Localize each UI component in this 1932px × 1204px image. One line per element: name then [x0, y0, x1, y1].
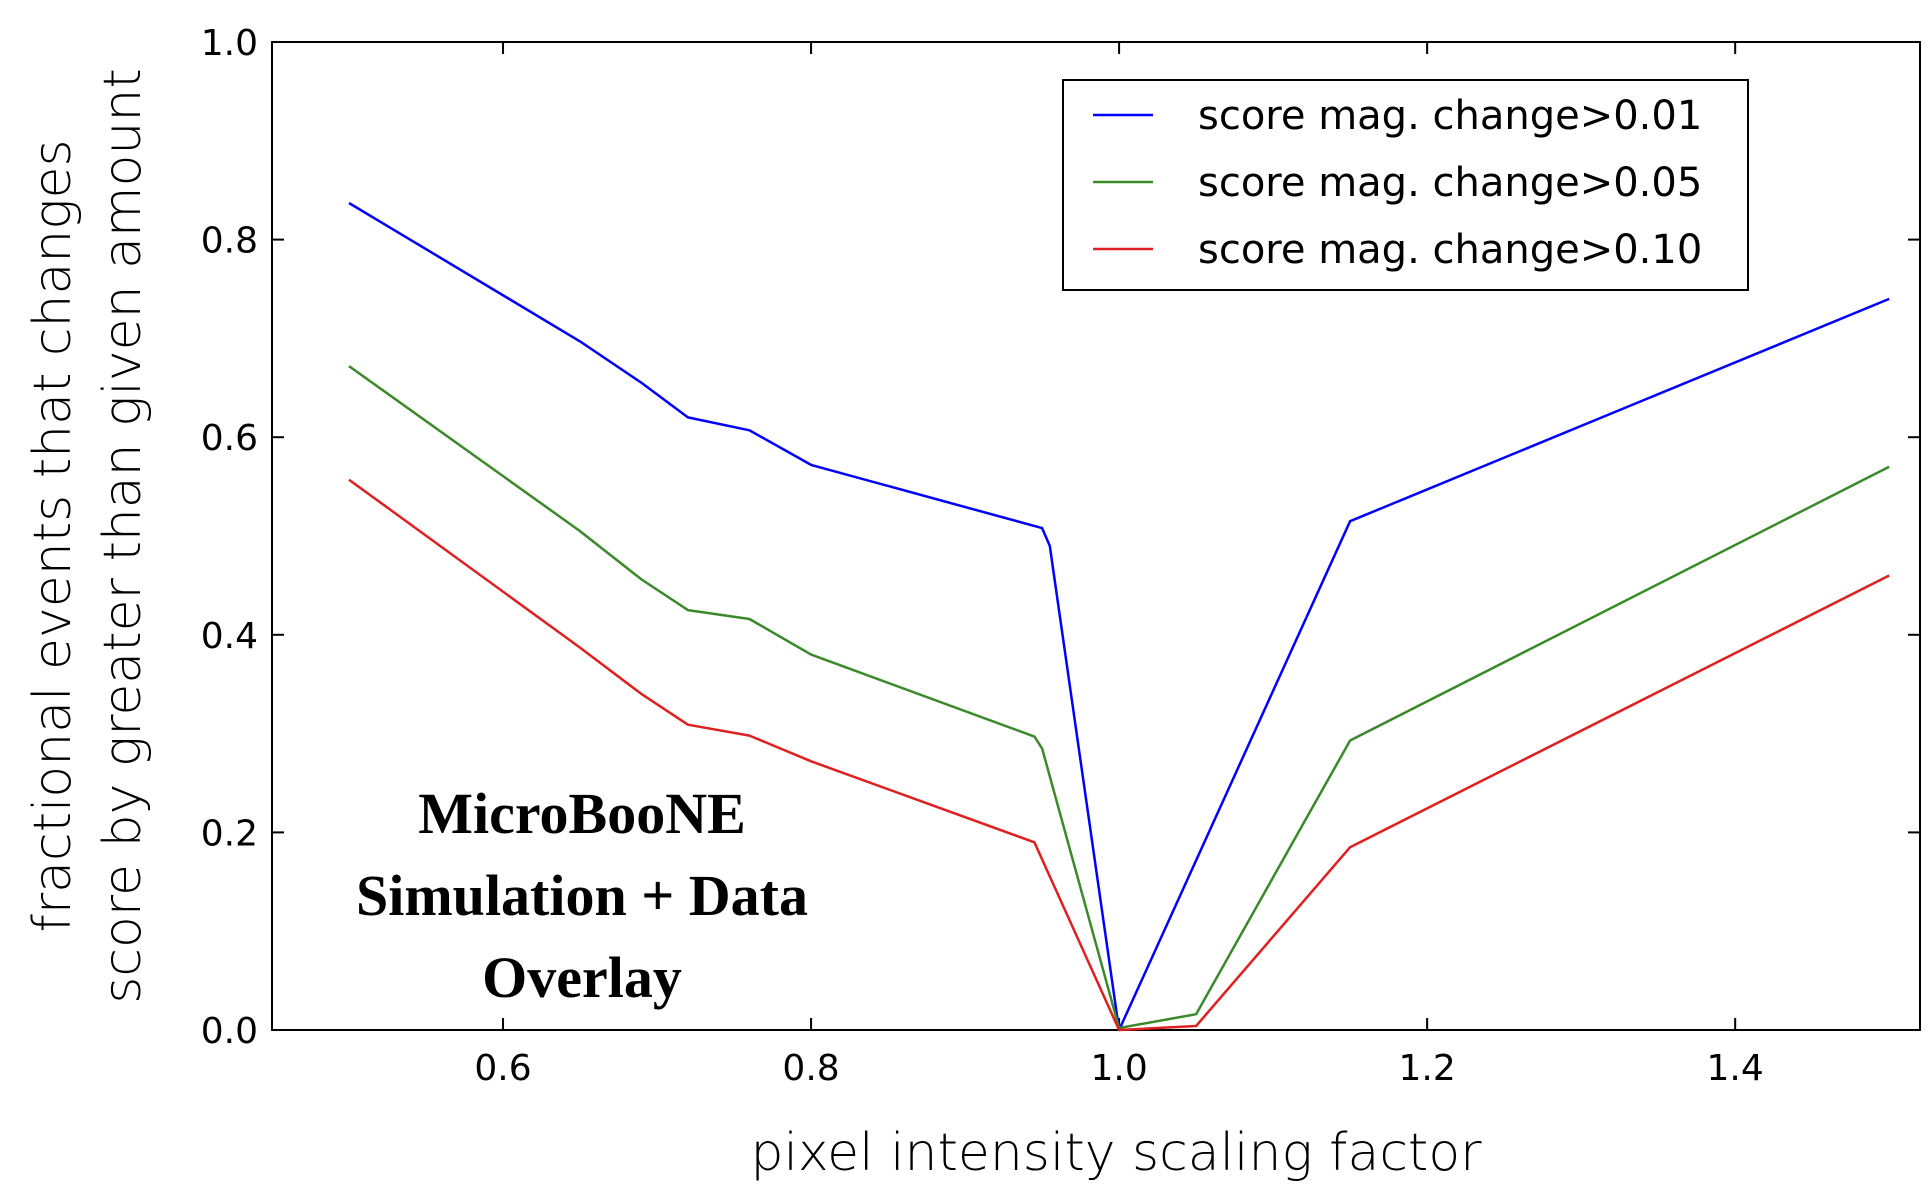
x-tick-label: 0.8: [782, 1048, 839, 1089]
plot-frame: [271, 41, 1921, 1031]
axes-group: 0.6 0.8 1.0 1.2 1.4 0.0 0.2 0.4 0.6 0.8 1.0 pixel i…: [23, 23, 1921, 1183]
annotation-line-1: MicroBooNE: [418, 781, 746, 846]
y-axis-title-line-2: score by greater than given amount: [93, 68, 153, 1003]
annotation-line-3: Overlay: [482, 945, 682, 1010]
y-tick-label: 0.2: [201, 813, 258, 854]
y-axis-title-line-1: fractional events that changes: [23, 139, 83, 932]
annotation-group: MicroBooNE Simulation + Data Overlay: [356, 781, 808, 1010]
y-tick-label: 0.6: [201, 418, 258, 459]
x-tick-label: 0.6: [474, 1048, 531, 1089]
y-tick-label: 0.8: [201, 221, 258, 262]
legend-label-3: score mag. change>0.10: [1198, 227, 1702, 273]
series-line-1: [348, 201, 1890, 1032]
y-tick-label: 0.4: [201, 616, 258, 657]
legend-label-1: score mag. change>0.01: [1198, 93, 1702, 139]
x-axis-title: pixel intensity scaling factor: [750, 1123, 1482, 1183]
series-group: [348, 201, 1890, 1032]
legend: score mag. change>0.01 score mag. change>…: [1062, 79, 1749, 291]
legend-box: [1062, 79, 1749, 291]
y-tick-label: 0.0: [201, 1011, 258, 1052]
legend-label-2: score mag. change>0.05: [1198, 160, 1702, 206]
annotation-line-2: Simulation + Data: [356, 863, 808, 928]
series-line-3: [348, 478, 1890, 1032]
x-tick-label: 1.4: [1707, 1048, 1764, 1089]
x-tick-label: 1.2: [1399, 1048, 1456, 1089]
series-line-2: [348, 365, 1890, 1030]
x-tick-label: 1.0: [1090, 1048, 1147, 1089]
y-tick-label: 1.0: [201, 23, 258, 64]
